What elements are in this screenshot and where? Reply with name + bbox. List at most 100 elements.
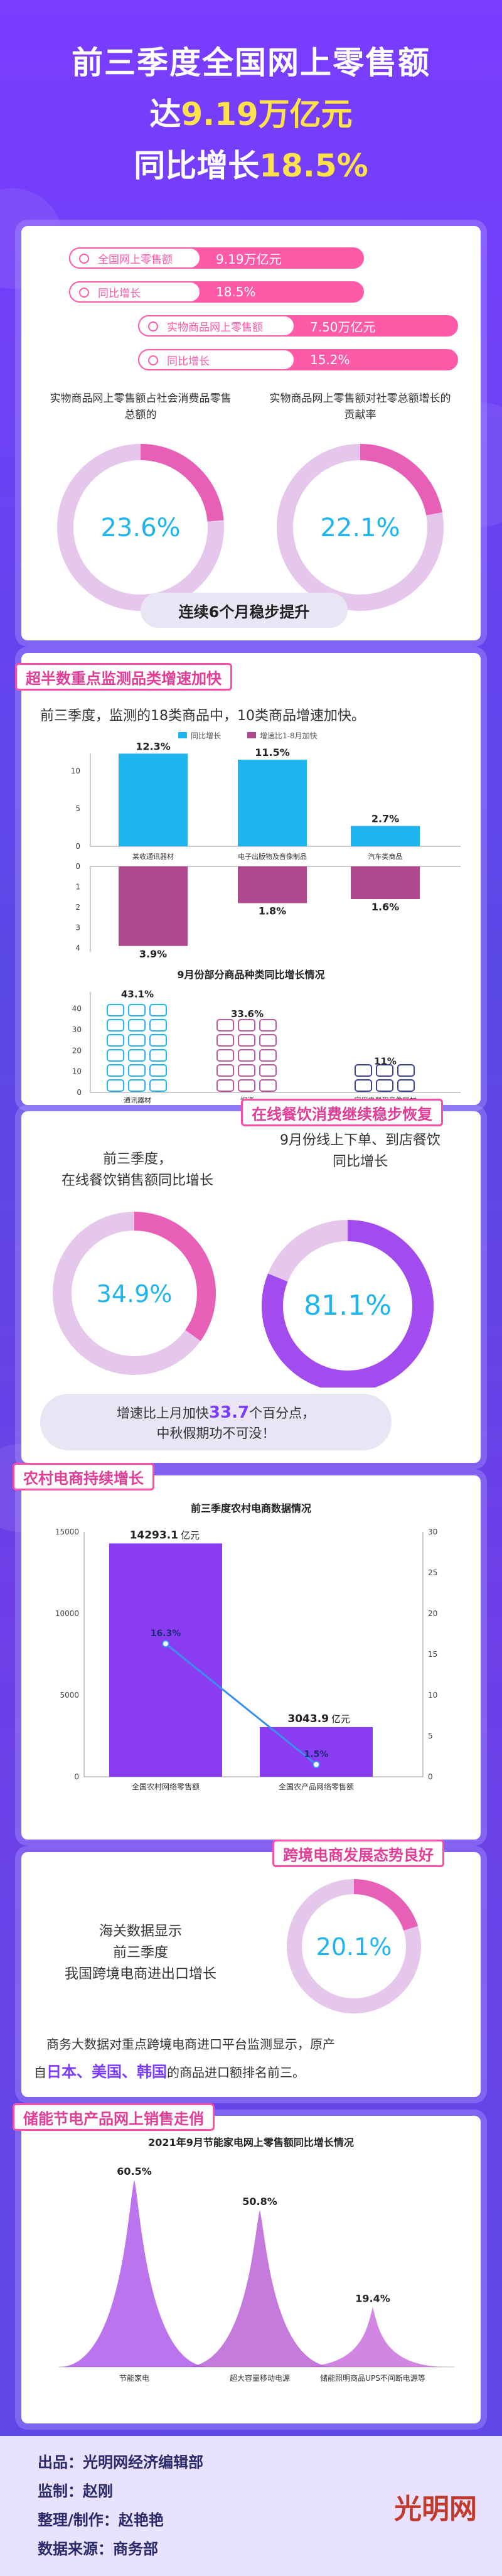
pictogram-icon [216,1064,234,1077]
unit-label: 亿元 [331,1713,350,1725]
growth-icon [79,288,89,298]
pictogram-icon [376,1079,393,1092]
data-label: 12.3% [136,740,171,752]
crossborder-para2: 自日本、美国、韩国的商品进口额排名前三。 [34,2063,305,2081]
y-tick-label: 15 [428,1650,437,1659]
category-label: 汽车类商品 [368,852,403,861]
donut-label: 20.1% [316,1933,392,1961]
footer: 出品：光明网经济编辑部 监制：赵刚 整理/制作：赵艳艳 数据来源：商务部 光明网 [0,2436,502,2576]
pictogram-icon [259,1064,277,1077]
donut-value-arc [277,444,444,611]
energy-area-chart: 2021年9月节能家电网上零售额同比增长情况 60.5% 节能家电 50.8% 超大容量… [59,2137,454,2383]
data-label: 3.9% [139,948,167,960]
y-tick-label: 0 [428,1772,433,1781]
kpi-row: 全国网上零售额 9.19万亿元 [69,247,364,269]
donut-value-arc [53,1212,216,1375]
pictogram-icon [128,1049,146,1062]
food-note: 增速比上月加快33.7个百分点， 中秋假期功不可没！ [40,1394,392,1450]
donut1-label: 23.6% [100,514,180,542]
line-point [312,1760,320,1769]
footer-line: 监制：赵刚 [38,2482,113,2500]
y-tick-label: 40 [72,1005,82,1013]
pictogram-icon [355,1079,372,1092]
data-label: 33.6% [231,1008,264,1020]
area-peak [59,2180,210,2367]
donut-value-arc [57,444,224,611]
donut-left-label: 34.9% [97,1280,173,1308]
pictogram-icon [128,1019,146,1032]
y-tick-label: 10000 [55,1609,79,1618]
chart-icon [148,355,158,365]
growth-line [165,1642,317,1765]
crossborder-text: 海关数据显示 前三季度 我国跨境电商进出口增长 [64,1924,216,1982]
data-label: 50.8% [242,2196,277,2207]
data-label: 1.8% [259,905,286,917]
pictogram-icon [238,1034,255,1047]
trend-banner: 连续6个月稳步提升 [141,593,348,628]
pictogram-icon [149,1049,167,1062]
line-label: 16.3% [151,1629,181,1639]
data-label: 11.5% [255,746,290,758]
energy-card: 储能节电产品网上销售走俏 2021年9月节能家电网上零售额同比增长情况 60.5%… [13,2103,481,2423]
y-tick-label: 2 [75,903,80,912]
title-line-3: 同比增长18.5% [134,148,368,184]
crossborder-para1: 商务大数据对重点跨境电商进口平台监测显示，原产 [46,2037,335,2052]
bar [119,866,188,946]
brand-logo: 光明网 [394,2493,477,2525]
footer-line: 出品：光明网经济编辑部 [38,2454,203,2471]
crossborder-card: 跨境电商发展态势良好 海关数据显示 前三季度 我国跨境电商进出口增长 20.1% 商… [21,1840,481,2097]
pictogram-icon [128,1079,146,1092]
section-tag: 在线餐饮消费继续稳步恢复 [241,1099,443,1126]
pictogram-icon [397,1064,415,1077]
y-tick-label: 10 [72,1067,82,1076]
category-label: 通讯器材 [124,1096,151,1104]
footer-line: 数据来源：商务部 [38,2540,158,2558]
line-point [162,1640,169,1648]
pictogram-icon [355,1064,372,1077]
pictogram-icon [376,1064,393,1077]
goods-icon [148,321,158,331]
data-label: 2.7% [371,813,399,825]
pictogram-icon [238,1019,255,1032]
bar [238,866,307,903]
category-bar-chart: 同比增长 增速比1-8月加快 0 5 10 0 1 2 3 4 12.3% 某收通讯器材 3.9% 11.… [71,731,461,960]
donut-right-label: 81.1% [304,1290,392,1322]
food-left-text: 前三季度， 在线餐饮销售额同比增长 [61,1151,213,1188]
donut1-caption: 实物商品网上零售额占社会消费品零售总额的 [50,392,232,421]
y-tick-label: 30 [72,1025,82,1034]
chart-title: 9月份部分商品种类同比增长情况 [177,969,324,981]
y-tick-label: 3 [75,924,80,932]
category-label: 全国农村网络零售额 [132,1782,200,1791]
pictogram-icon [128,1064,146,1077]
y-tick-label: 1 [75,883,80,892]
kpi-card: 全国网上零售额 9.19万亿元 同比增长 18.5% 实物商品网上零售额 7.5… [21,226,481,640]
chart-title: 2021年9月节能家电网上零售额同比增长情况 [148,2137,354,2148]
bar [119,753,188,846]
y-tick-label: 5 [75,804,80,813]
pictogram-icon [259,1079,277,1092]
section-intro: 前三季度，监测的18类商品中，10类商品增速加快。 [40,708,365,724]
pictogram-icon [107,1004,124,1016]
pictogram-icon [128,1004,146,1016]
page-title: 前三季度全国网上零售额 达9.19万亿元 同比增长18.5% [0,38,502,186]
section-tag: 农村电商持续增长 [13,1463,154,1490]
cart-icon [79,254,89,264]
pictogram-icon [107,1034,124,1047]
y-tick-label: 25 [428,1568,437,1577]
crossborder-donut: 20.1% [287,1879,421,2013]
pictogram-icon [107,1049,124,1062]
footer-line: 整理/制作：赵艳艳 [38,2511,164,2529]
summary-donuts: 23.6% 22.1% [57,444,444,611]
category-label: 某收通讯器材 [132,852,174,861]
y-tick-label: 15000 [55,1528,79,1536]
pictogram-icon [238,1064,255,1077]
section-tag: 储能节电产品网上销售走俏 [13,2103,215,2131]
pictogram-icon [216,1019,234,1032]
bar [351,826,420,846]
pictogram-icon [149,1064,167,1077]
y-tick-label: 0 [75,842,80,851]
y-tick-label: 0 [77,1088,82,1097]
food-right-text: 9月份线上下单、到店餐饮 同比增长 [280,1133,441,1170]
y-tick-label: 10 [428,1691,437,1700]
donut-value-arc [287,1879,421,2013]
